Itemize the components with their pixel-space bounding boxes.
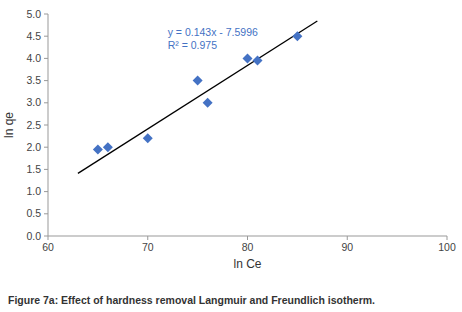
scatter-point	[292, 31, 302, 41]
x-tick-label: 90	[341, 241, 353, 253]
x-axis-label: ln Ce	[233, 257, 261, 271]
y-tick-label: 4.5	[26, 30, 41, 42]
axes: 60 70 80 90 100 0.0 0.5 1.0 1.5 2.0 2.5 3.0 3.5 4.0 4.…	[26, 8, 456, 254]
x-tick	[247, 236, 248, 240]
y-tick-label: 5.0	[26, 8, 41, 20]
y-tick-label: 2.5	[26, 119, 41, 131]
y-tick-label: 4.0	[26, 52, 41, 64]
x-tick-label: 80	[242, 241, 254, 253]
x-tick-label: 70	[142, 241, 154, 253]
scatter-point	[203, 98, 213, 108]
y-tick	[44, 58, 48, 59]
y-tick-label: 1.5	[26, 163, 41, 175]
x-tick	[447, 236, 448, 240]
y-tick-label: 0.5	[26, 207, 41, 219]
y-tick-label: 1.0	[26, 185, 41, 197]
x-tick	[147, 236, 148, 240]
x-tick	[48, 236, 49, 240]
chart: 60 70 80 90 100 0.0 0.5 1.0 1.5 2.0 2.5 3.0 3.5 4.0 4.…	[0, 0, 462, 312]
y-tick	[44, 213, 48, 214]
y-tick	[44, 169, 48, 170]
y-tick	[44, 36, 48, 37]
caption: Figure 7a: Effect of hardness removal La…	[8, 294, 375, 306]
y-tick	[44, 80, 48, 81]
x-tick	[347, 236, 348, 240]
scatter-point	[252, 56, 262, 66]
annotation: R² = 0.975	[168, 39, 217, 51]
y-tick	[44, 14, 48, 15]
regression-line	[78, 21, 317, 173]
y-tick	[44, 236, 48, 237]
y-tick	[44, 102, 48, 103]
annotation: y = 0.143x - 7.5996	[168, 26, 258, 38]
y-tick-label: 3.5	[26, 74, 41, 86]
y-tick	[44, 147, 48, 148]
scatter-point	[243, 53, 253, 63]
y-tick	[44, 191, 48, 192]
scatter-point	[93, 144, 103, 154]
y-tick-label: 2.0	[26, 141, 41, 153]
y-tick-label: 0.0	[26, 230, 41, 242]
x-tick-label: 100	[438, 241, 456, 253]
scatter-point	[103, 142, 113, 152]
y-tick	[44, 125, 48, 126]
scatter-point	[193, 76, 203, 86]
scatter-point	[143, 133, 153, 143]
y-axis-label: ln qe	[2, 112, 16, 138]
y-tick-label: 3.0	[26, 96, 41, 108]
x-tick-label: 60	[42, 241, 54, 253]
plot-area	[78, 21, 317, 173]
